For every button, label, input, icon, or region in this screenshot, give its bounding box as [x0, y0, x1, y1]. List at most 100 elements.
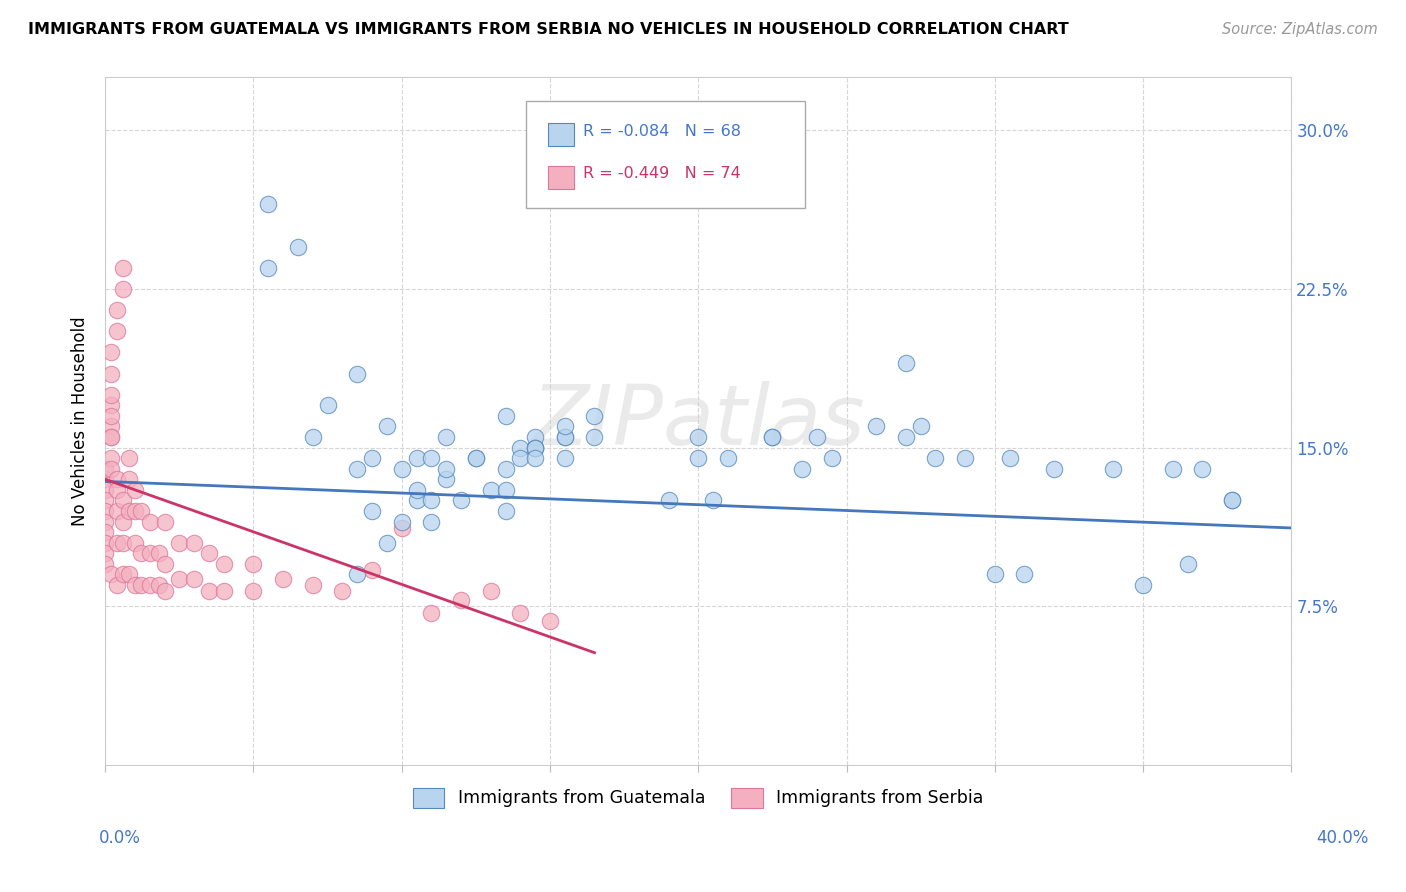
Point: [100, 388, 122, 402]
Point: [100, 398, 122, 412]
Point: [524, 441, 547, 455]
Point: [391, 521, 413, 535]
Point: [405, 483, 427, 497]
Point: [524, 451, 547, 466]
Text: IMMIGRANTS FROM GUATEMALA VS IMMIGRANTS FROM SERBIA NO VEHICLES IN HOUSEHOLD COR: IMMIGRANTS FROM GUATEMALA VS IMMIGRANTS …: [28, 22, 1069, 37]
Point: [100, 461, 122, 475]
Point: [702, 493, 724, 508]
Point: [118, 504, 141, 518]
Point: [495, 409, 517, 423]
Point: [346, 567, 368, 582]
Point: [94, 525, 117, 540]
Text: 0.0%: 0.0%: [98, 829, 141, 847]
Point: [434, 430, 457, 444]
Point: [287, 240, 309, 254]
Point: [118, 567, 141, 582]
Point: [105, 472, 128, 486]
Point: [94, 504, 117, 518]
Point: [198, 584, 221, 599]
Point: [111, 493, 134, 508]
Point: [94, 493, 117, 508]
Text: R = -0.084   N = 68: R = -0.084 N = 68: [583, 124, 741, 139]
Point: [94, 461, 117, 475]
Point: [242, 584, 264, 599]
Point: [924, 451, 946, 466]
Point: [100, 345, 122, 359]
Point: [953, 451, 976, 466]
Point: [464, 451, 486, 466]
Point: [450, 593, 472, 607]
Point: [538, 614, 561, 628]
Point: [138, 546, 160, 560]
Point: [479, 584, 502, 599]
Point: [257, 260, 280, 275]
Point: [434, 461, 457, 475]
Point: [346, 461, 368, 475]
FancyBboxPatch shape: [526, 102, 806, 208]
Point: [111, 260, 134, 275]
Point: [865, 419, 887, 434]
Point: [479, 483, 502, 497]
Point: [1220, 493, 1243, 508]
Point: [509, 451, 531, 466]
Point: [94, 515, 117, 529]
Point: [790, 461, 813, 475]
Point: [583, 409, 606, 423]
Point: [688, 430, 710, 444]
Point: [554, 451, 576, 466]
Point: [464, 451, 486, 466]
Point: [100, 367, 122, 381]
Point: [94, 546, 117, 560]
Text: Source: ZipAtlas.com: Source: ZipAtlas.com: [1222, 22, 1378, 37]
Point: [301, 578, 323, 592]
Point: [391, 461, 413, 475]
Point: [420, 451, 443, 466]
Point: [405, 451, 427, 466]
Point: [658, 493, 681, 508]
Point: [761, 430, 783, 444]
Point: [375, 535, 398, 549]
Point: [118, 472, 141, 486]
Point: [100, 567, 122, 582]
Point: [1043, 461, 1066, 475]
Point: [100, 430, 122, 444]
Point: [148, 546, 170, 560]
Point: [524, 430, 547, 444]
Point: [332, 584, 354, 599]
Point: [105, 483, 128, 497]
Point: [420, 515, 443, 529]
Point: [717, 451, 740, 466]
Point: [105, 324, 128, 338]
Point: [124, 578, 146, 592]
Point: [450, 493, 472, 508]
Point: [1161, 461, 1184, 475]
Point: [1102, 461, 1125, 475]
Point: [198, 546, 221, 560]
Point: [761, 430, 783, 444]
Point: [806, 430, 828, 444]
Point: [111, 567, 134, 582]
Point: [212, 557, 235, 571]
Point: [100, 451, 122, 466]
Text: ZIPatlas: ZIPatlas: [531, 381, 865, 462]
Point: [138, 578, 160, 592]
Point: [1220, 493, 1243, 508]
Point: [100, 430, 122, 444]
Point: [242, 557, 264, 571]
Point: [153, 515, 176, 529]
Point: [524, 441, 547, 455]
Point: [100, 409, 122, 423]
Point: [105, 504, 128, 518]
Point: [301, 430, 323, 444]
Point: [688, 451, 710, 466]
Point: [1177, 557, 1199, 571]
Text: R = -0.449   N = 74: R = -0.449 N = 74: [583, 166, 741, 181]
Point: [509, 606, 531, 620]
Point: [984, 567, 1007, 582]
Point: [434, 472, 457, 486]
Point: [124, 483, 146, 497]
Point: [1191, 461, 1213, 475]
Point: [212, 584, 235, 599]
Text: 40.0%: 40.0%: [1316, 829, 1369, 847]
Point: [124, 504, 146, 518]
